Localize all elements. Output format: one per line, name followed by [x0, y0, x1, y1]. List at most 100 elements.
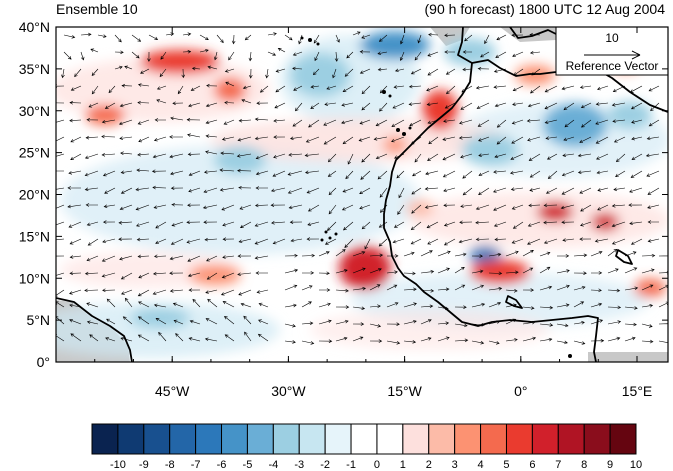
wind-vector: [494, 153, 507, 159]
wind-vector: [255, 271, 268, 275]
wind-vector: [471, 284, 485, 291]
wind-vector: [153, 254, 167, 259]
wind-vector: [386, 340, 401, 345]
wind-vector: [403, 271, 416, 276]
wind-vector: [577, 170, 592, 175]
wind-vector: [86, 302, 99, 308]
wind-vector: [341, 204, 354, 211]
wind-vector: [85, 203, 99, 207]
wind-vector: [222, 301, 235, 308]
wind-vector: [369, 284, 381, 291]
wind-vector: [352, 336, 364, 342]
wind-vector: [369, 304, 381, 309]
colorbar-label: -2: [320, 459, 330, 471]
wind-vector: [335, 34, 340, 43]
wind-vector: [590, 271, 603, 275]
wind-vector: [258, 319, 269, 325]
wind-vector: [103, 204, 116, 209]
wind-vector: [118, 220, 133, 225]
wind-vector: [216, 34, 224, 44]
wind-vector: [254, 238, 269, 245]
wind-vector: [272, 238, 286, 245]
wind-vector: [153, 303, 167, 308]
wind-vector: [284, 253, 298, 258]
map-panel: 10 Reference Vector: [56, 27, 668, 362]
colorbar-label: 3: [452, 459, 458, 471]
wind-vector: [74, 68, 82, 78]
wind-vector: [199, 49, 209, 53]
wind-vector: [471, 269, 484, 274]
wind-vector: [539, 337, 553, 342]
wind-vector: [607, 336, 621, 342]
wind-vector: [328, 204, 337, 215]
wind-vector: [411, 187, 422, 195]
wind-vector: [399, 51, 405, 61]
wind-vector: [454, 323, 468, 328]
wind-vector: [191, 66, 201, 71]
wind-vector: [137, 119, 150, 125]
wind-vector: [131, 34, 142, 42]
colorbar-box: [195, 423, 223, 455]
wind-vector: [292, 51, 303, 56]
wind-vector: [563, 136, 575, 141]
wind-vector: [396, 170, 405, 179]
wind-vector: [70, 153, 82, 160]
wind-vector: [444, 102, 456, 109]
lon-label: 15°W: [387, 383, 422, 399]
wind-vector: [284, 268, 299, 274]
wind-vector: [361, 102, 371, 111]
wind-vector: [153, 136, 167, 142]
wind-vector: [114, 50, 124, 55]
wind-vector: [118, 237, 133, 241]
colorbar-label: 6: [529, 459, 535, 471]
wind-vector: [403, 251, 415, 257]
wind-vector: [237, 272, 252, 276]
wind-vector: [445, 68, 456, 75]
wind-vector: [255, 186, 268, 190]
wind-vector: [522, 288, 535, 292]
wind-vector: [596, 221, 609, 228]
wind-vector: [494, 237, 507, 242]
wind-vector: [188, 337, 201, 342]
wind-vector: [270, 187, 286, 193]
wind-vector: [187, 133, 201, 138]
wind-vector: [277, 48, 286, 53]
wind-vector: [239, 221, 252, 228]
wind-vector: [187, 255, 201, 262]
wind-vector: [69, 118, 82, 123]
colorbar-label: -7: [191, 459, 201, 471]
wind-vector: [420, 304, 434, 309]
wind-vector: [170, 238, 184, 245]
wind-vector: [335, 269, 348, 274]
wind-vector: [641, 323, 653, 328]
wind-vector: [444, 50, 455, 54]
colorbar-box: [91, 423, 119, 455]
wind-vector: [488, 302, 502, 308]
wind-vector: [420, 337, 432, 342]
wind-vector: [477, 67, 490, 71]
wind-vector: [379, 102, 388, 112]
wind-vector: [527, 136, 541, 142]
wind-vector: [206, 255, 218, 262]
wind-vector: [121, 83, 133, 88]
wind-vector: [273, 119, 286, 123]
wind-vector: [343, 221, 354, 231]
wind-vector: [505, 338, 518, 342]
wind-vector: [271, 221, 286, 225]
wind-vector: [205, 318, 218, 325]
wind-vector: [563, 102, 575, 111]
colorbar-box: [324, 423, 352, 455]
wind-vector: [347, 153, 354, 165]
wind-vector: [237, 136, 252, 142]
wind-vector: [579, 237, 592, 241]
wind-vector: [287, 170, 303, 176]
wind-vector: [84, 170, 99, 177]
wind-vector: [70, 333, 82, 342]
wind-vector: [318, 302, 331, 308]
wind-vector: [496, 34, 507, 41]
colorbar-box: [428, 423, 456, 455]
wind-vector: [510, 187, 524, 191]
wind-vector: [454, 284, 466, 291]
wind-vector: [443, 221, 456, 227]
wind-vector: [288, 204, 303, 210]
